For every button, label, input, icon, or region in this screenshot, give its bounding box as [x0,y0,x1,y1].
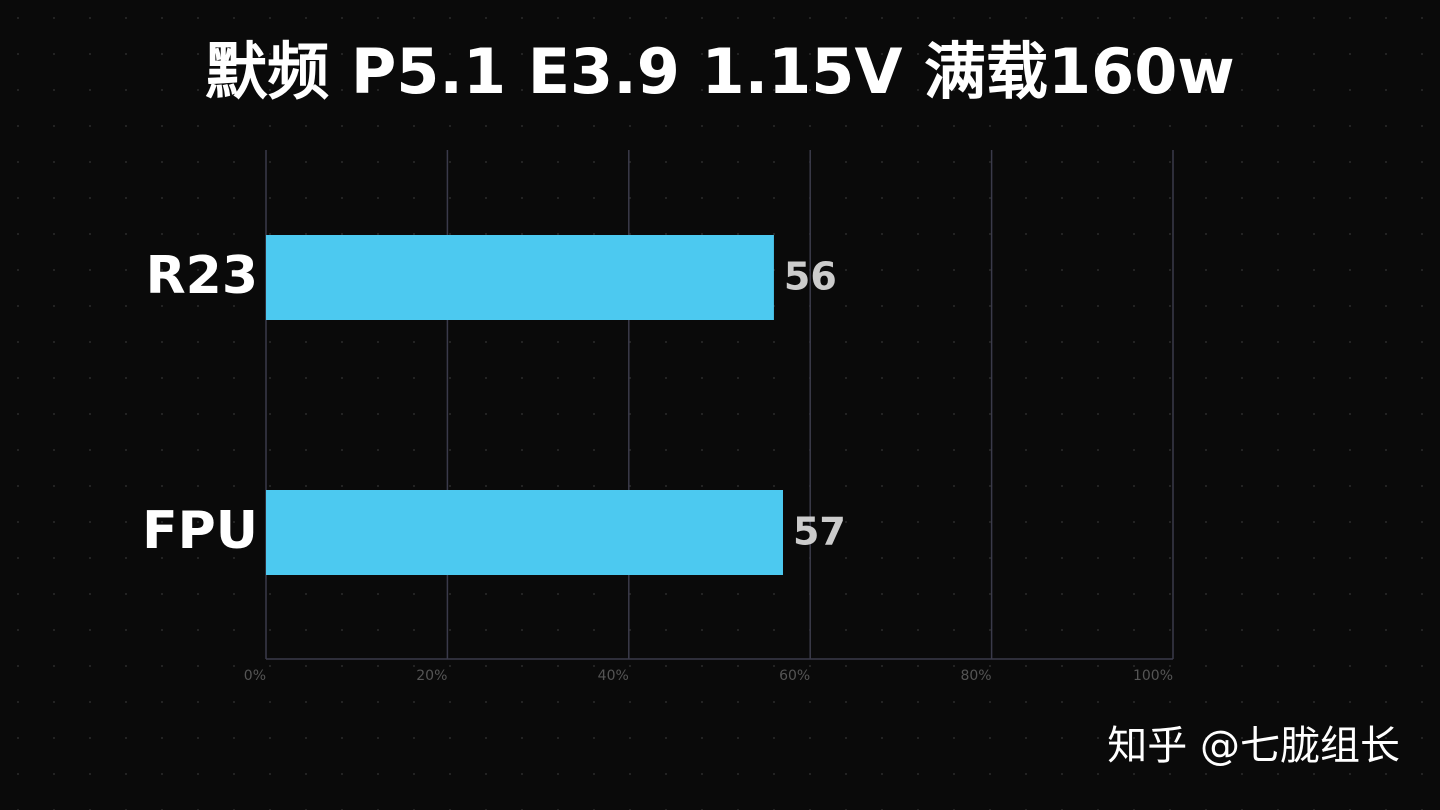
y-tick-label: FPU [142,501,258,561]
value-label: 56 [784,255,837,299]
x-tick-label: 40% [598,668,629,684]
x-tick-label: 100% [1133,668,1173,684]
chart-title: 默频 P5.1 E3.9 1.15V 满载160w [205,35,1234,108]
x-tick-label: 60% [779,668,810,684]
watermark: 知乎 @七胧组长 [1107,723,1400,769]
x-tick-label: 0% [244,668,266,684]
bar [266,490,783,575]
x-tick-label: 80% [960,668,991,684]
y-tick-label: R23 [146,246,258,306]
value-label: 57 [793,510,846,554]
bar [266,235,774,320]
x-tick-label: 20% [416,668,447,684]
